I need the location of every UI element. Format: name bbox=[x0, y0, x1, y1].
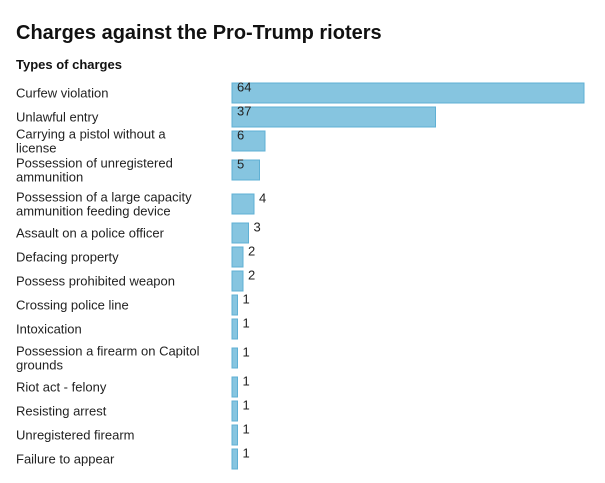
bar bbox=[231, 106, 436, 128]
bar-row: Possess prohibited weapon 2 bbox=[16, 268, 255, 292]
bar-row: Possession a firearm on Capitol grounds 1 bbox=[16, 344, 250, 373]
bar-row: Riot act - felony 1 bbox=[16, 374, 250, 398]
category-label: Possession of a large capacity ammunition… bbox=[16, 190, 192, 219]
bar bbox=[231, 376, 238, 398]
value-label: 1 bbox=[243, 446, 250, 461]
bar bbox=[231, 222, 249, 244]
category-label: Defacing property bbox=[16, 250, 119, 265]
category-label: Crossing police line bbox=[16, 298, 129, 313]
category-label: Unlawful entry bbox=[16, 110, 99, 125]
bar bbox=[231, 193, 255, 215]
bar-row: Resisting arrest 1 bbox=[16, 398, 250, 422]
value-label: 1 bbox=[243, 316, 250, 331]
bar-row: Unregistered firearm 1 bbox=[16, 422, 250, 446]
value-label: 4 bbox=[259, 191, 266, 206]
category-label: Riot act - felony bbox=[16, 380, 107, 395]
value-label: 1 bbox=[243, 422, 250, 437]
value-label: 5 bbox=[237, 157, 244, 172]
bar-row: Failure to appear 1 bbox=[16, 446, 250, 470]
bar-row: Defacing property 2 bbox=[16, 244, 255, 268]
bar-row: Possession of unregistered ammunition 5 bbox=[16, 156, 260, 185]
value-label: 1 bbox=[243, 345, 250, 360]
category-label: Intoxication bbox=[16, 322, 82, 337]
value-label: 2 bbox=[248, 244, 255, 259]
bar bbox=[231, 347, 238, 369]
bar bbox=[231, 130, 266, 152]
chart-subtitle: Types of charges bbox=[16, 57, 122, 72]
value-label: 64 bbox=[237, 80, 251, 95]
bar-row: Unlawful entry 37 bbox=[16, 104, 436, 128]
value-label: 1 bbox=[243, 398, 250, 413]
category-label: Unregistered firearm bbox=[16, 428, 135, 443]
value-label: 3 bbox=[254, 220, 261, 235]
bar bbox=[231, 318, 238, 340]
category-label: Carrying a pistol without a license bbox=[16, 127, 166, 156]
bar bbox=[231, 448, 238, 470]
bar-row: Crossing police line 1 bbox=[16, 292, 250, 316]
bar-row: Assault on a police officer 3 bbox=[16, 220, 261, 244]
bar bbox=[231, 246, 244, 268]
value-label: 1 bbox=[243, 374, 250, 389]
bar bbox=[231, 270, 244, 292]
category-label: Failure to appear bbox=[16, 452, 115, 467]
bar-row: Curfew violation 64 bbox=[16, 80, 585, 104]
bar bbox=[231, 424, 238, 446]
bar-row: Carrying a pistol without a license 6 bbox=[16, 127, 266, 156]
bar bbox=[231, 400, 238, 422]
bar bbox=[231, 294, 238, 316]
value-label: 6 bbox=[237, 128, 244, 143]
chart-title: Charges against the Pro-Trump rioters bbox=[16, 22, 382, 44]
category-label: Assault on a police officer bbox=[16, 226, 165, 241]
bar bbox=[231, 159, 260, 181]
category-label: Possession a firearm on Capitol grounds bbox=[16, 344, 200, 373]
value-label: 37 bbox=[237, 104, 251, 119]
bar-row: Intoxication 1 bbox=[16, 316, 250, 340]
category-label: Possession of unregistered ammunition bbox=[16, 156, 173, 185]
bar bbox=[231, 82, 585, 104]
category-label: Possess prohibited weapon bbox=[16, 274, 175, 289]
value-label: 2 bbox=[248, 268, 255, 283]
bar-row: Possession of a large capacity ammunition… bbox=[16, 190, 266, 219]
category-label: Resisting arrest bbox=[16, 404, 107, 419]
category-label: Curfew violation bbox=[16, 86, 109, 101]
value-label: 1 bbox=[243, 292, 250, 307]
